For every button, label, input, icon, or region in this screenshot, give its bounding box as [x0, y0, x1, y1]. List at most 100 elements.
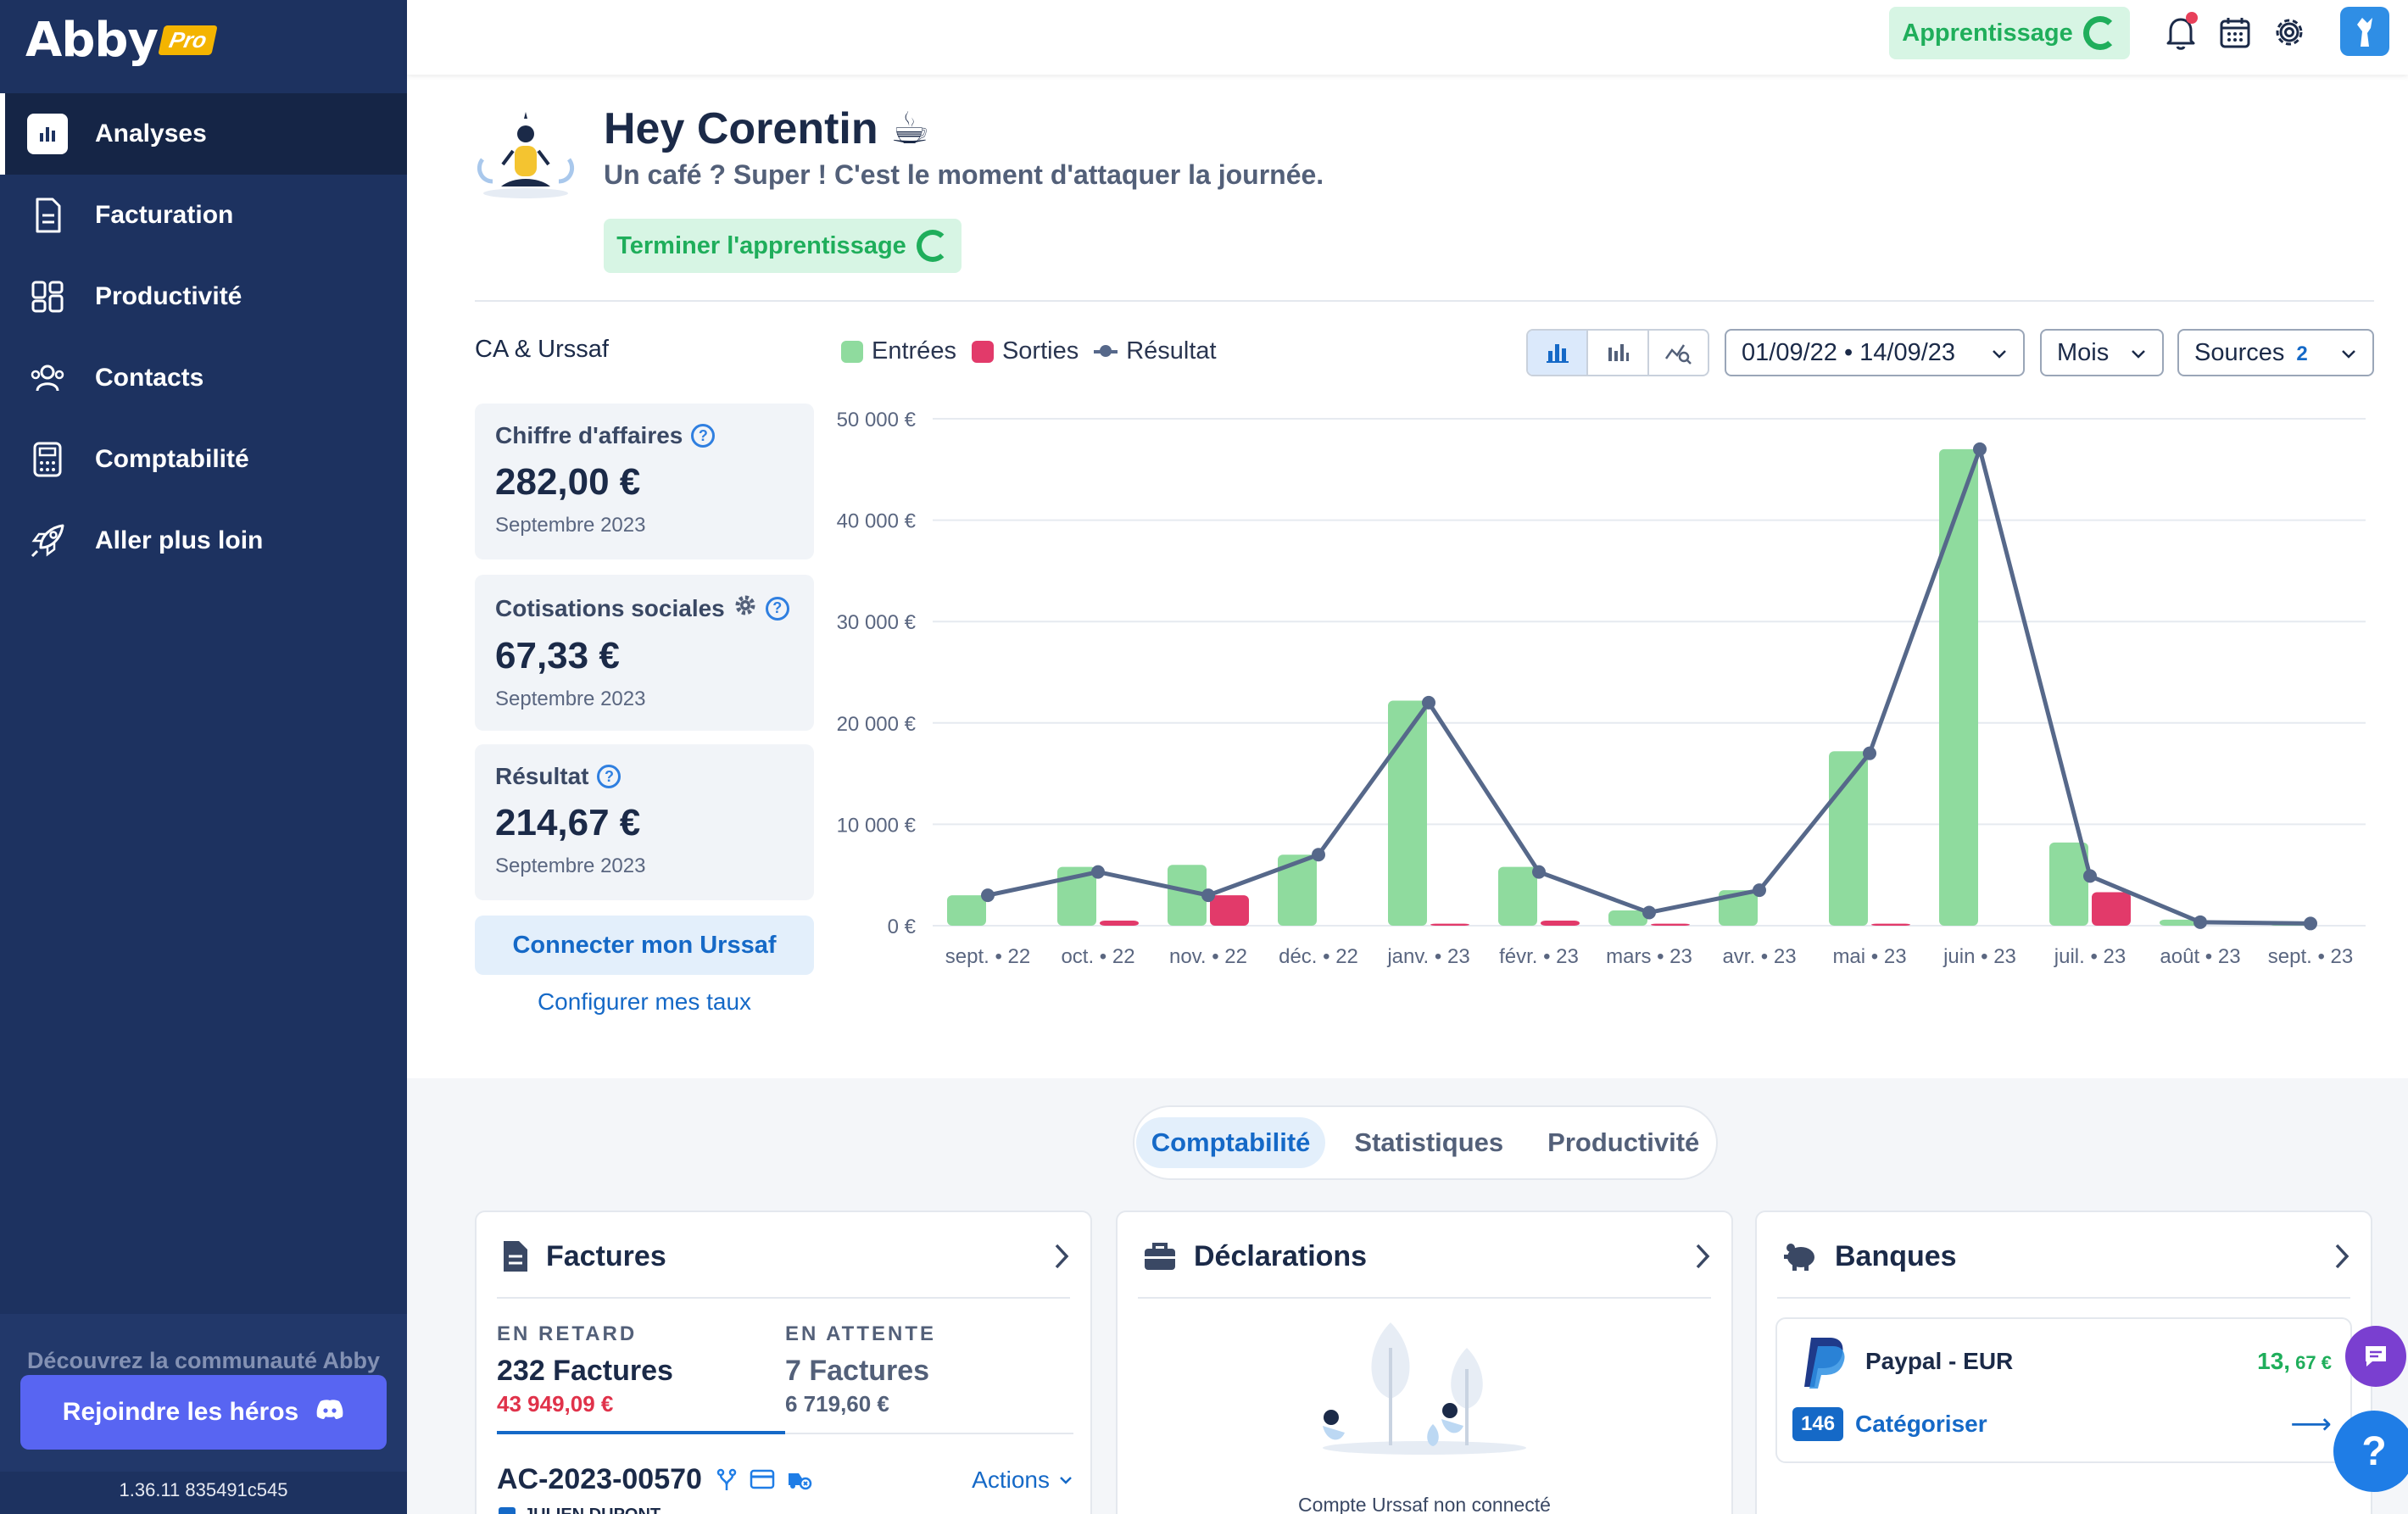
card-header[interactable]: Banques — [1782, 1234, 2350, 1278]
stat-label: Cotisations sociales — [495, 594, 725, 621]
stacked-chart-view-button[interactable] — [1588, 331, 1649, 375]
sidebar-item-productivite[interactable]: Productivité — [0, 256, 407, 337]
entrees-bar — [947, 895, 986, 926]
legend-entrees[interactable]: Entrées — [841, 337, 956, 365]
sorties-bar — [2092, 892, 2131, 926]
calculator-icon — [27, 439, 68, 480]
paypal-logo-icon — [1799, 1334, 1850, 1390]
y-tick-label: 50 000 € — [837, 409, 917, 431]
invoices-card: Factures EN RETARD 232 Factures 43 949,0… — [475, 1211, 1092, 1514]
card-title: Déclarations — [1194, 1239, 1368, 1272]
help-icon[interactable]: ? — [691, 424, 716, 448]
resultat-point — [981, 888, 995, 903]
avatar[interactable] — [2340, 7, 2389, 56]
legend-label: Entrées — [872, 337, 956, 365]
invoice-client: JULIEN DUPONT — [499, 1506, 661, 1514]
line-analysis-view-button[interactable] — [1649, 331, 1708, 375]
configure-rates-link[interactable]: Configurer mes taux — [537, 988, 752, 1015]
sidebar-nav: Analyses Facturation Productivité Contac… — [0, 93, 407, 582]
sidebar-item-contacts[interactable]: Contacts — [0, 337, 407, 419]
late-invoices-tab[interactable]: EN RETARD 232 Factures 43 949,09 € — [497, 1322, 785, 1434]
gear-icon[interactable] — [2269, 12, 2310, 53]
help-icon[interactable]: ? — [765, 596, 789, 621]
chart-view-toggle — [1526, 329, 1709, 376]
help-button[interactable]: ? — [2333, 1411, 2408, 1492]
resultat-point — [1532, 865, 1546, 879]
legend-label: Résultat — [1126, 337, 1217, 365]
card-header[interactable]: Factures — [502, 1234, 1070, 1278]
divider — [1138, 1297, 1711, 1299]
tab-statistiques[interactable]: Statistiques — [1354, 1127, 1504, 1157]
client-name: JULIEN DUPONT — [524, 1506, 661, 1514]
resultat-point — [1312, 848, 1325, 862]
sorties-bar — [1430, 923, 1469, 926]
bell-icon[interactable] — [2160, 12, 2201, 53]
late-count: 232 Factures — [497, 1355, 673, 1387]
client-checkbox[interactable] — [499, 1506, 516, 1514]
sorties-bar — [1651, 923, 1690, 926]
divider — [475, 300, 2374, 302]
date-range-select[interactable]: 01/09/22 • 14/09/23 — [1725, 329, 2025, 376]
sidebar-item-aller-plus-loin[interactable]: Aller plus loin — [0, 500, 407, 582]
entrees-bar — [1719, 890, 1758, 926]
resultat-point — [2083, 869, 2097, 883]
legend-resultat[interactable]: Résultat — [1094, 337, 1217, 365]
revenue-chart: 0 € 10 000 € 20 000 € 30 000 € 40 000 € 50 00… — [837, 409, 2366, 968]
abby-logo[interactable]: Abby Pro — [25, 10, 219, 70]
entrees-bar — [2049, 842, 2088, 926]
entrees-bar — [1388, 700, 1427, 926]
tab-comptabilite[interactable]: Comptabilité — [1135, 1117, 1326, 1168]
x-tick-label: avr. • 23 — [1722, 945, 1796, 968]
sidebar-item-analyses[interactable]: Analyses — [0, 93, 407, 175]
invoice-row[interactable]: AC-2023-00570 Actions — [497, 1463, 1073, 1496]
social-contributions-card: Cotisations sociales ? 67,33 € Septembre… — [475, 575, 814, 731]
finish-learning-button[interactable]: Terminer l'apprentissage — [604, 219, 962, 273]
tab-productivite[interactable]: Productivité — [1547, 1127, 1700, 1157]
bank-account-item[interactable]: Paypal - EUR 13, 67 € 146 Catégoriser ⟶ — [1775, 1317, 2352, 1463]
chat-button[interactable] — [2345, 1326, 2406, 1387]
stat-period: Septembre 2023 — [495, 514, 646, 537]
stat-label-row: Cotisations sociales ? — [495, 593, 794, 623]
x-tick-label: févr. • 23 — [1499, 945, 1579, 968]
community-panel: Découvrez la communauté Abby Rejoindre l… — [0, 1314, 407, 1472]
pending-amount: 6 719,60 € — [785, 1391, 889, 1417]
bank-balance: 13, 67 € — [2257, 1348, 2332, 1375]
legend-swatch — [841, 340, 863, 363]
join-heroes-button[interactable]: Rejoindre les héros — [20, 1375, 387, 1450]
learning-badge[interactable]: Apprentissage — [1889, 7, 2130, 59]
pending-invoices-tab[interactable]: EN ATTENTE 7 Factures 6 719,60 € — [785, 1322, 1073, 1434]
bar-chart-view-button[interactable] — [1528, 331, 1589, 375]
x-tick-label: nov. • 22 — [1169, 945, 1247, 968]
bar-chart-icon — [1546, 344, 1569, 363]
actions-dropdown[interactable]: Actions — [972, 1467, 1073, 1494]
stat-label: Chiffre d'affaires — [495, 422, 683, 448]
card-header[interactable]: Déclarations — [1143, 1234, 1711, 1278]
granularity-select[interactable]: Mois — [2040, 329, 2164, 376]
legend-sorties[interactable]: Sorties — [971, 337, 1079, 365]
invoice-summary: EN RETARD 232 Factures 43 949,09 € EN AT… — [497, 1322, 1073, 1434]
resultat-point — [1422, 695, 1435, 710]
sidebar-item-facturation[interactable]: Facturation — [0, 175, 407, 256]
chart-icon — [27, 114, 68, 154]
document-icon — [502, 1239, 529, 1273]
sources-select[interactable]: Sources 2 — [2177, 329, 2374, 376]
help-icon[interactable]: ? — [597, 765, 622, 788]
stat-value: 214,67 € — [495, 802, 641, 843]
briefcase-icon — [1143, 1241, 1177, 1272]
connect-urssaf-button[interactable]: Connecter mon Urssaf — [475, 916, 814, 975]
y-tick-label: 30 000 € — [837, 611, 917, 634]
settings-gear-icon[interactable] — [733, 593, 757, 623]
divider — [497, 1297, 1070, 1299]
granularity-value: Mois — [2057, 338, 2110, 366]
y-tick-label: 0 € — [888, 916, 917, 938]
y-tick-label: 40 000 € — [837, 510, 917, 533]
x-tick-label: juin • 23 — [1943, 945, 2016, 968]
categorize-link[interactable]: Catégoriser — [1855, 1411, 1987, 1437]
sidebar-item-comptabilite[interactable]: Comptabilité — [0, 419, 407, 500]
progress-ring-icon — [916, 230, 949, 262]
sorties-bar — [1541, 921, 1580, 926]
invoice-number: AC-2023-00570 — [497, 1463, 702, 1495]
calendar-icon[interactable] — [2215, 12, 2255, 53]
x-tick-label: mai • 23 — [1832, 945, 1906, 968]
arrow-right-icon[interactable]: ⟶ — [2290, 1408, 2332, 1440]
